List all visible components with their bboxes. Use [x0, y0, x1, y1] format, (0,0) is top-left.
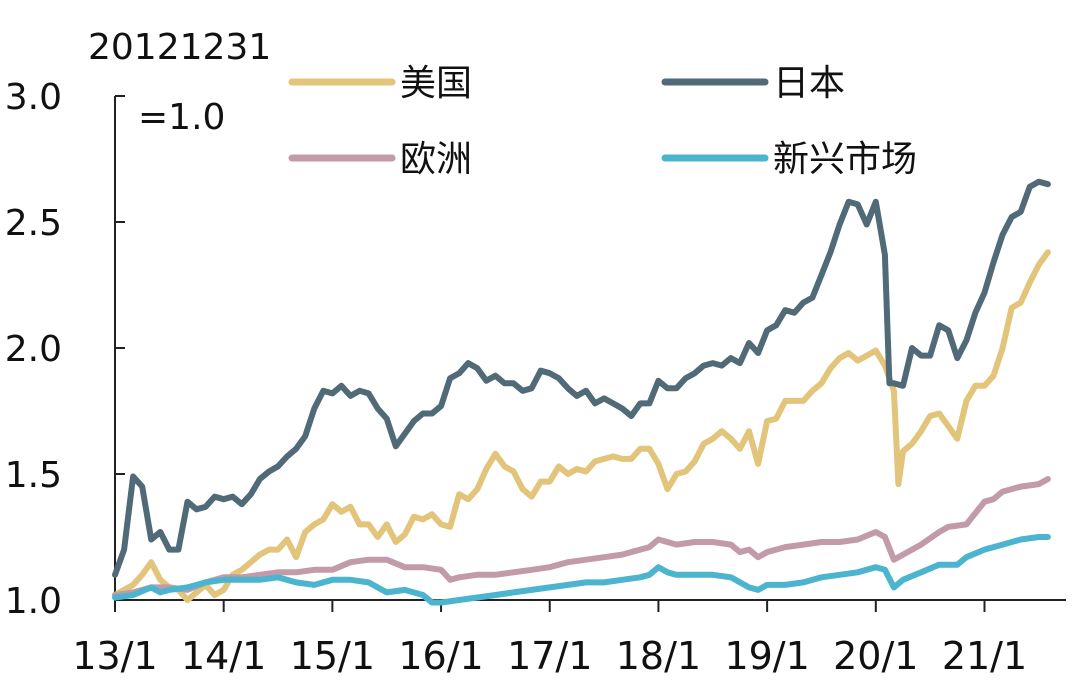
- series-line-美国: [112, 249, 1051, 603]
- x-tick-label: 20/1: [833, 634, 918, 678]
- legend-label: 欧洲: [400, 139, 472, 180]
- y-tick-label: 1.5: [5, 455, 62, 496]
- x-tick-label: 17/1: [507, 634, 592, 678]
- x-tick-label: 19/1: [724, 634, 809, 678]
- x-tick-label: 15/1: [290, 634, 375, 678]
- x-tick-label: 21/1: [942, 634, 1027, 678]
- y-tick-label: 2.0: [5, 329, 62, 370]
- y-tick-label: 1.0: [5, 581, 62, 622]
- x-tick-label: 18/1: [616, 634, 701, 678]
- y-tick-label: 2.5: [5, 203, 62, 244]
- y-tick-label: 3.0: [5, 77, 62, 118]
- series-line-新兴市场: [112, 534, 1051, 606]
- axes: 1.0 1.5 2.0 2.5 3.0 13/1 14/1 15/1 16/1 17/1 18/1 1…: [5, 77, 1066, 678]
- x-tick-label: 16/1: [398, 634, 483, 678]
- series-lines: [112, 178, 1051, 606]
- legend-label: 新兴市场: [773, 139, 917, 180]
- series-line-欧洲: [112, 476, 1051, 598]
- base-value-note: =1.0: [138, 97, 226, 138]
- legend-label: 日本: [773, 63, 845, 104]
- series-line-日本: [112, 178, 1051, 578]
- base-date-note: 20121231: [88, 27, 272, 68]
- x-tick-label: 13/1: [72, 634, 157, 678]
- legend-label: 美国: [400, 63, 472, 104]
- x-tick-label: 14/1: [181, 634, 266, 678]
